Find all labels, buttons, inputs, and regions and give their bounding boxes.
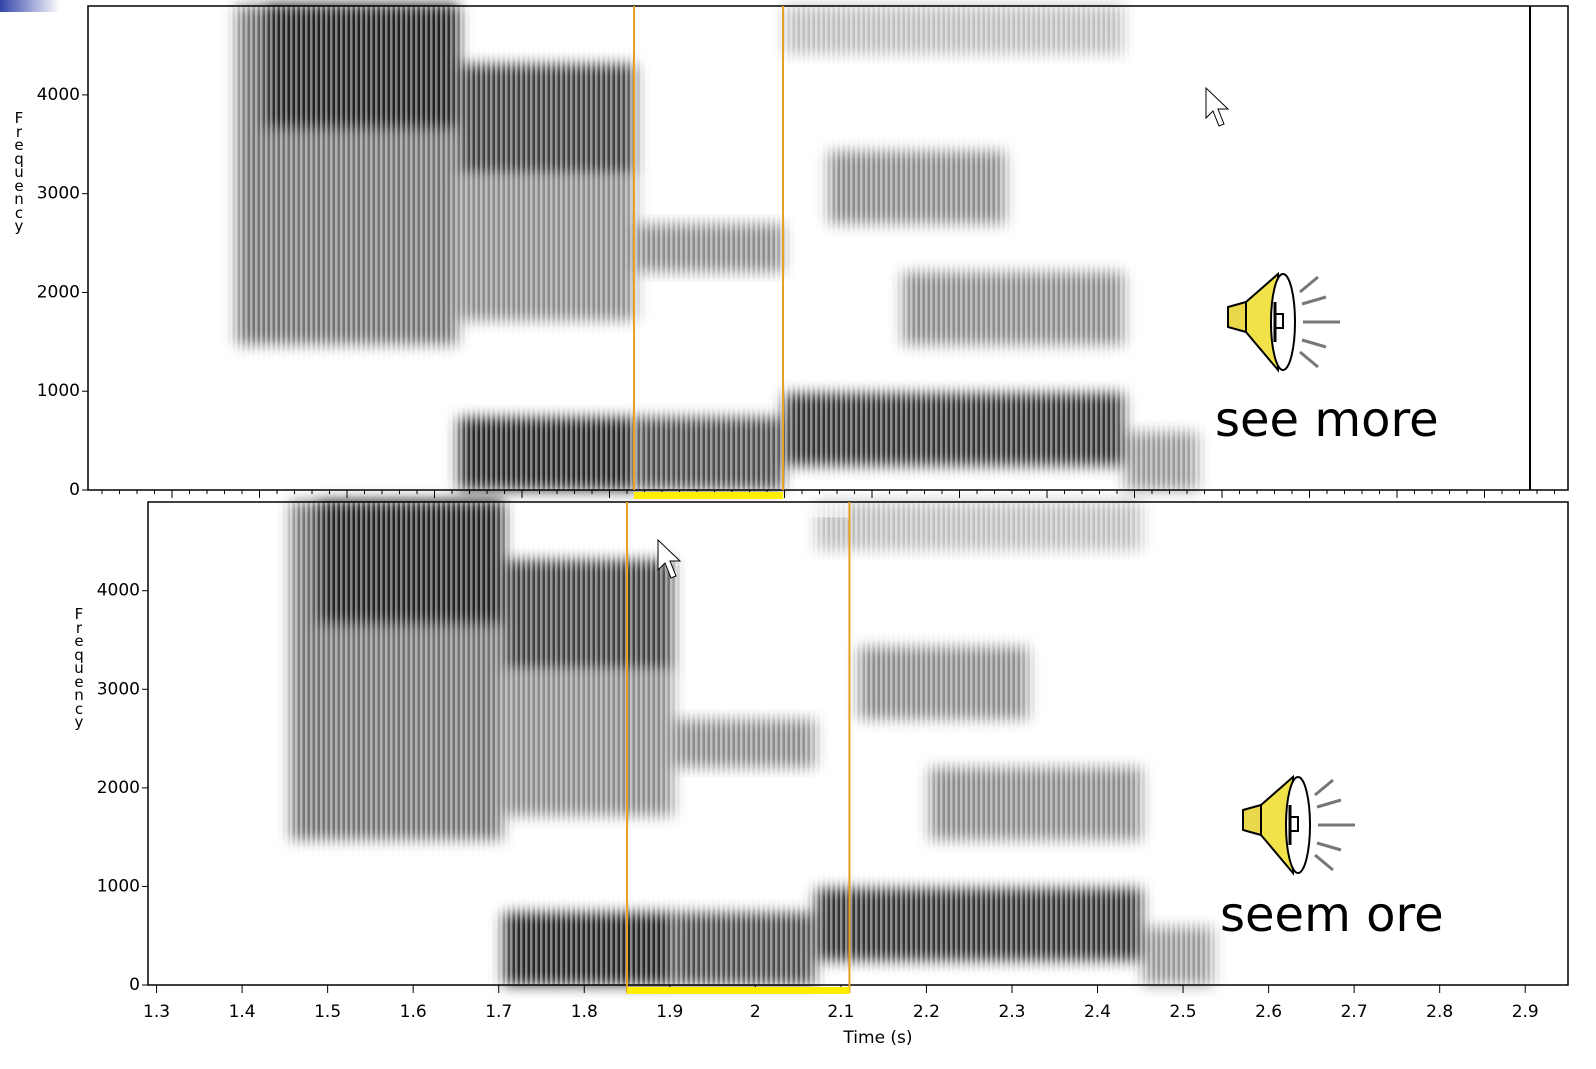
y-tick-label: 0 [69, 480, 80, 500]
x-tick-label: 1.5 [314, 1002, 341, 1022]
x-tick-label: 1.3 [143, 1002, 170, 1022]
y-tick-label: 2000 [97, 778, 140, 798]
slide-corner [0, 0, 60, 12]
x-tick-label: 2.7 [1341, 1002, 1368, 1022]
y-tick-label: 4000 [37, 85, 80, 105]
y-tick-label: 1000 [37, 381, 80, 401]
x-tick-label: 2.1 [827, 1002, 854, 1022]
x-tick-label: 1.4 [229, 1002, 256, 1022]
x-tick-label: 2.8 [1426, 1002, 1453, 1022]
y-tick-label: 1000 [97, 876, 140, 896]
x-tick-label: 2 [750, 1002, 761, 1022]
x-tick-label: 2.3 [998, 1002, 1025, 1022]
y-axis-label: Frequency [74, 608, 84, 730]
x-tick-label: 1.6 [400, 1002, 427, 1022]
y-tick-label: 3000 [37, 184, 80, 204]
x-axis-label: Time (s) [842, 1028, 912, 1048]
selection-clear [627, 503, 849, 517]
x-tick-label: 2.9 [1512, 1002, 1539, 1022]
x-tick-label: 2.5 [1170, 1002, 1197, 1022]
x-tick-label: 2.6 [1255, 1002, 1282, 1022]
x-tick-label: 1.7 [485, 1002, 512, 1022]
x-tick-label: 1.9 [656, 1002, 683, 1022]
caption: see more [1215, 392, 1439, 448]
x-tick-label: 2.2 [913, 1002, 940, 1022]
page: 0 1000 2000 3000 4000 see more 0 1000 2000 3000 40… [0, 0, 1596, 1069]
y-tick-label: 0 [129, 975, 140, 995]
selection-bar [634, 492, 783, 499]
y-tick-label: 4000 [97, 581, 140, 601]
selection-bar [627, 987, 849, 994]
slide: 0 1000 2000 3000 4000 see more 0 1000 2000 3000 40… [0, 0, 1596, 1069]
y-axis-label: Frequency [14, 112, 24, 234]
x-tick-label: 1.8 [571, 1002, 598, 1022]
y-tick-label: 2000 [37, 282, 80, 302]
x-tick-label: 2.4 [1084, 1002, 1111, 1022]
plots: 0 1000 2000 3000 4000 see more 0 1000 2000 3000 40… [37, 6, 1568, 1048]
y-tick-label: 3000 [97, 679, 140, 699]
caption: seem ore [1220, 887, 1444, 943]
